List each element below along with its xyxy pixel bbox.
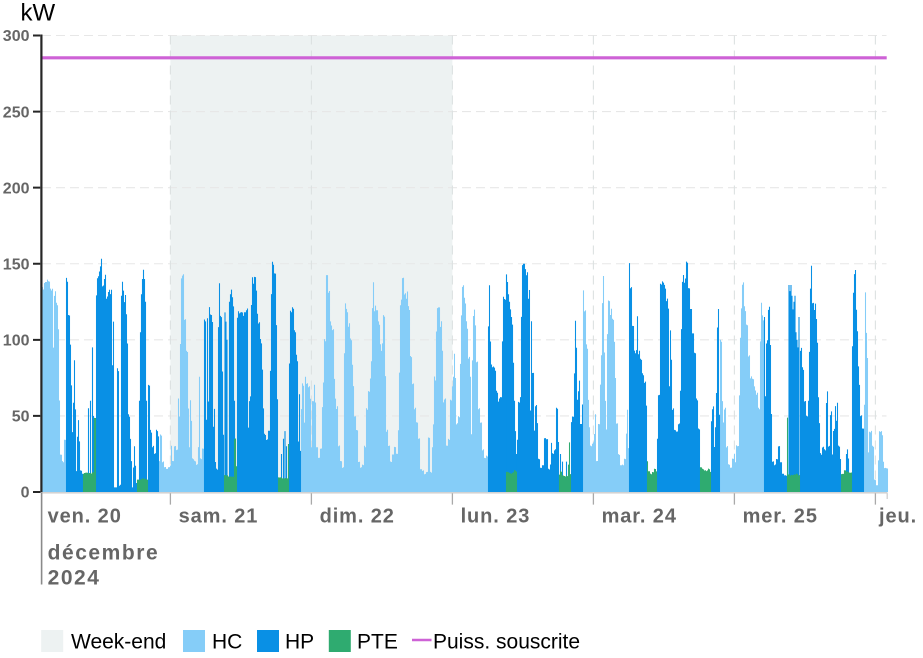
svg-text:Week-end: Week-end — [71, 630, 166, 653]
svg-text:ven. 20: ven. 20 — [48, 506, 122, 528]
svg-text:200: 200 — [3, 180, 30, 197]
svg-text:lun. 23: lun. 23 — [461, 506, 531, 528]
svg-text:décembre: décembre — [48, 542, 160, 565]
svg-text:100: 100 — [3, 333, 30, 350]
svg-text:Puiss. souscrite: Puiss. souscrite — [433, 630, 580, 653]
svg-text:dim. 22: dim. 22 — [320, 506, 395, 528]
svg-text:250: 250 — [3, 104, 30, 121]
svg-text:mer. 25: mer. 25 — [743, 506, 818, 528]
svg-text:jeu.: jeu. — [878, 506, 917, 528]
svg-text:50: 50 — [12, 409, 30, 426]
svg-text:HP: HP — [285, 630, 314, 653]
svg-text:300: 300 — [3, 28, 30, 45]
svg-text:sam. 21: sam. 21 — [179, 506, 259, 528]
svg-text:HC: HC — [212, 630, 242, 653]
svg-text:150: 150 — [3, 256, 30, 273]
svg-text:PTE: PTE — [357, 630, 398, 653]
svg-text:kW: kW — [21, 0, 56, 27]
svg-text:2024: 2024 — [48, 567, 101, 590]
svg-text:mar. 24: mar. 24 — [602, 506, 677, 528]
svg-text:0: 0 — [21, 485, 30, 502]
